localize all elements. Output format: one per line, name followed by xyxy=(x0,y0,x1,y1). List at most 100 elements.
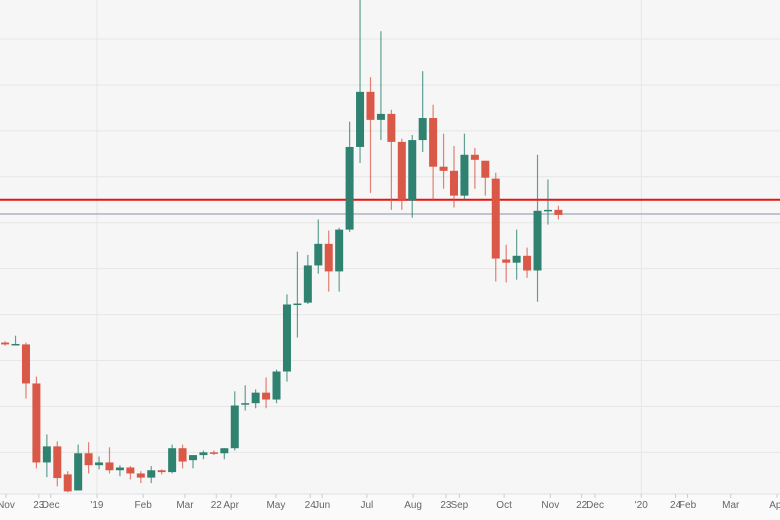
candle-body xyxy=(356,91,365,147)
horizontal-lines[interactable] xyxy=(0,198,780,215)
candle-body xyxy=(439,166,448,171)
x-tick-label: '19 xyxy=(90,500,103,511)
candle-down xyxy=(126,466,135,480)
candle-body xyxy=(199,452,208,456)
candle-body xyxy=(53,446,62,479)
candle-up xyxy=(460,133,469,199)
candle-up xyxy=(418,71,427,153)
candle-down xyxy=(502,244,511,283)
candle-up xyxy=(230,391,239,451)
candle-body xyxy=(168,448,177,473)
candle-down xyxy=(21,342,30,399)
candle-up xyxy=(376,31,385,141)
candle-up xyxy=(356,0,365,164)
candle-up xyxy=(189,455,198,469)
candle-up xyxy=(314,219,323,274)
candle-down xyxy=(554,205,563,220)
candle-body xyxy=(272,371,281,400)
candle-body xyxy=(387,113,396,142)
candle-body xyxy=(1,342,10,345)
candle-up xyxy=(543,179,552,225)
candle-body xyxy=(220,448,229,454)
candle-body xyxy=(460,154,469,196)
candle-body xyxy=(314,243,323,266)
x-tick-label: 24 xyxy=(670,500,682,511)
candle-body xyxy=(470,154,479,160)
candle-body xyxy=(11,343,20,346)
x-tick-label: Feb xyxy=(135,500,153,511)
candle-up xyxy=(293,251,302,338)
candle-body xyxy=(189,455,198,461)
candle-body xyxy=(84,453,93,466)
candle-body xyxy=(105,462,114,471)
candle-up xyxy=(147,466,156,484)
candle-body xyxy=(554,209,563,215)
candle-body xyxy=(157,470,166,473)
candle-body xyxy=(251,392,260,404)
candle-down xyxy=(105,447,114,474)
candle-down xyxy=(1,341,10,346)
candle-body xyxy=(491,178,500,259)
candle-up xyxy=(199,450,208,460)
candle-body xyxy=(543,209,552,212)
x-tick-label: Mar xyxy=(176,500,194,511)
candle-down xyxy=(523,247,532,278)
candle-up xyxy=(168,444,177,474)
candle-body xyxy=(502,259,511,263)
x-tick-label: 22 xyxy=(211,500,223,511)
candle-down xyxy=(450,146,459,208)
x-tick-label: May xyxy=(266,500,285,511)
candle-up xyxy=(303,254,312,305)
candle-up xyxy=(95,456,104,470)
candle-body xyxy=(324,243,333,272)
x-tick-label: Sep xyxy=(450,500,468,511)
candle-up xyxy=(11,335,20,346)
candle-body xyxy=(335,229,344,272)
candle-body xyxy=(63,474,72,492)
candle-body xyxy=(366,91,375,120)
candle-body xyxy=(115,467,124,471)
candle-up xyxy=(251,389,260,409)
candle-down xyxy=(429,104,438,200)
candle-down xyxy=(84,442,93,474)
candle-up xyxy=(533,154,542,302)
x-tick-label: 24 xyxy=(305,500,317,511)
x-tick-label: '20 xyxy=(635,500,648,511)
candle-down xyxy=(32,376,41,469)
candle-down xyxy=(397,138,406,210)
candle-up xyxy=(115,465,124,477)
candle-body xyxy=(345,146,354,230)
candle-body xyxy=(32,383,41,463)
candle-up xyxy=(74,444,83,491)
candle-body xyxy=(533,210,542,271)
x-tick-label: Apr xyxy=(769,500,780,511)
candle-down xyxy=(262,377,271,409)
candle-body xyxy=(481,160,490,178)
x-tick-label: Feb xyxy=(679,500,697,511)
x-tick-label: 22 xyxy=(576,500,588,511)
candle-body xyxy=(42,446,51,463)
candle-up xyxy=(512,229,521,280)
x-tick-label: Dec xyxy=(42,500,60,511)
candle-down xyxy=(481,160,490,196)
candle-body xyxy=(450,170,459,196)
x-tick-label: Dec xyxy=(586,500,604,511)
candle-body xyxy=(303,265,312,303)
candle-body xyxy=(178,448,187,462)
candle-body xyxy=(136,473,145,478)
candle-body xyxy=(408,140,417,201)
candle-body xyxy=(429,118,438,167)
candle-up xyxy=(42,434,51,478)
x-tick-label: Apr xyxy=(223,500,239,511)
candle-up xyxy=(282,294,291,382)
x-tick-label: Oct xyxy=(496,500,512,511)
gridlines xyxy=(0,0,780,494)
candle-body xyxy=(209,452,218,454)
x-tick-label: 23 xyxy=(440,500,452,511)
candle-body xyxy=(147,470,156,478)
candle-down xyxy=(387,109,396,210)
candle-body xyxy=(21,344,30,384)
plot-background xyxy=(0,0,780,494)
